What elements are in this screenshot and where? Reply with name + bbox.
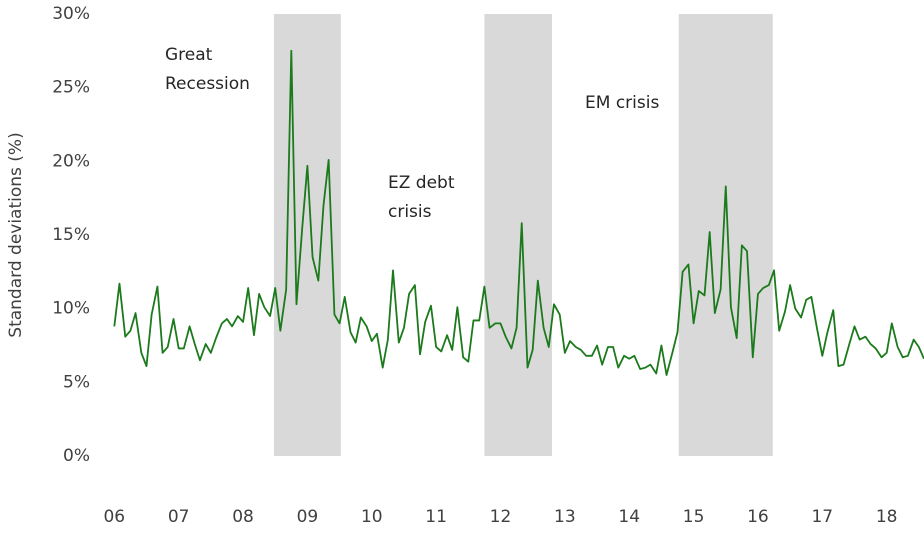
- x-tick-label: 16: [747, 507, 769, 527]
- x-tick-label: 09: [297, 507, 319, 527]
- y-axis-label: Standard deviations (%): [6, 132, 26, 337]
- y-tick-label: 25%: [52, 78, 90, 98]
- annotation: EZ debt: [388, 173, 455, 193]
- y-tick-label: 15%: [52, 225, 90, 245]
- annotation: EM crisis: [585, 93, 659, 113]
- y-tick-label: 30%: [52, 4, 90, 24]
- x-tick-label: 18: [876, 507, 898, 527]
- annotation: Recession: [165, 74, 250, 94]
- x-tick-label: 08: [232, 507, 254, 527]
- y-tick-label: 0%: [63, 446, 90, 466]
- y-tick-label: 5%: [63, 372, 90, 392]
- x-tick-label: 13: [554, 507, 576, 527]
- shaded-period: [484, 14, 552, 456]
- x-tick-label: 12: [490, 507, 512, 527]
- shaded-period: [678, 14, 773, 456]
- y-tick-label: 20%: [52, 151, 90, 171]
- x-tick-label: 07: [168, 507, 190, 527]
- x-tick-label: 14: [618, 507, 640, 527]
- y-tick-label: 10%: [52, 299, 90, 319]
- x-tick-label: 17: [811, 507, 833, 527]
- annotation: crisis: [388, 202, 432, 222]
- annotation: Great: [165, 45, 213, 65]
- x-tick-label: 11: [425, 507, 447, 527]
- shaded-period: [273, 14, 341, 456]
- data-line: [113, 49, 924, 376]
- x-tick-label: 15: [683, 507, 705, 527]
- x-tick-label: 10: [361, 507, 383, 527]
- x-tick-label: 06: [103, 507, 125, 527]
